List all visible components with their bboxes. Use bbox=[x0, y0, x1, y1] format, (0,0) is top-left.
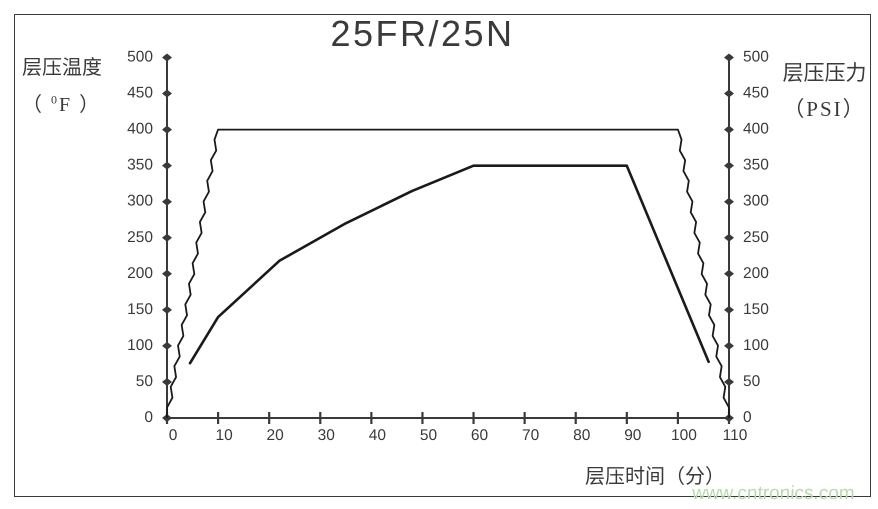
svg-text:20: 20 bbox=[267, 427, 285, 444]
svg-text:50: 50 bbox=[420, 427, 438, 444]
svg-text:300: 300 bbox=[127, 193, 153, 210]
svg-text:450: 450 bbox=[127, 85, 153, 102]
svg-text:250: 250 bbox=[743, 229, 769, 246]
svg-text:200: 200 bbox=[743, 265, 769, 282]
svg-text:70: 70 bbox=[522, 427, 540, 444]
svg-text:350: 350 bbox=[127, 157, 153, 174]
svg-text:50: 50 bbox=[743, 373, 761, 390]
svg-text:400: 400 bbox=[743, 121, 769, 138]
svg-text:100: 100 bbox=[671, 427, 697, 444]
svg-text:350: 350 bbox=[743, 157, 769, 174]
svg-text:300: 300 bbox=[743, 193, 769, 210]
svg-text:150: 150 bbox=[127, 301, 153, 318]
svg-text:250: 250 bbox=[127, 229, 153, 246]
svg-text:500: 500 bbox=[743, 49, 769, 66]
svg-text:150: 150 bbox=[743, 301, 769, 318]
svg-text:30: 30 bbox=[318, 427, 336, 444]
svg-text:100: 100 bbox=[127, 337, 153, 354]
svg-text:100: 100 bbox=[743, 337, 769, 354]
svg-text:500: 500 bbox=[127, 49, 153, 66]
svg-text:50: 50 bbox=[136, 373, 154, 390]
svg-text:90: 90 bbox=[624, 427, 642, 444]
svg-text:0: 0 bbox=[144, 409, 153, 426]
svg-text:60: 60 bbox=[471, 427, 489, 444]
svg-text:110: 110 bbox=[723, 427, 748, 444]
svg-text:10: 10 bbox=[215, 427, 233, 444]
svg-text:200: 200 bbox=[127, 265, 153, 282]
svg-text:0: 0 bbox=[169, 427, 178, 444]
svg-text:0: 0 bbox=[743, 409, 752, 426]
svg-text:450: 450 bbox=[743, 85, 769, 102]
svg-text:40: 40 bbox=[369, 427, 387, 444]
svg-text:80: 80 bbox=[573, 427, 591, 444]
svg-text:400: 400 bbox=[127, 121, 153, 138]
